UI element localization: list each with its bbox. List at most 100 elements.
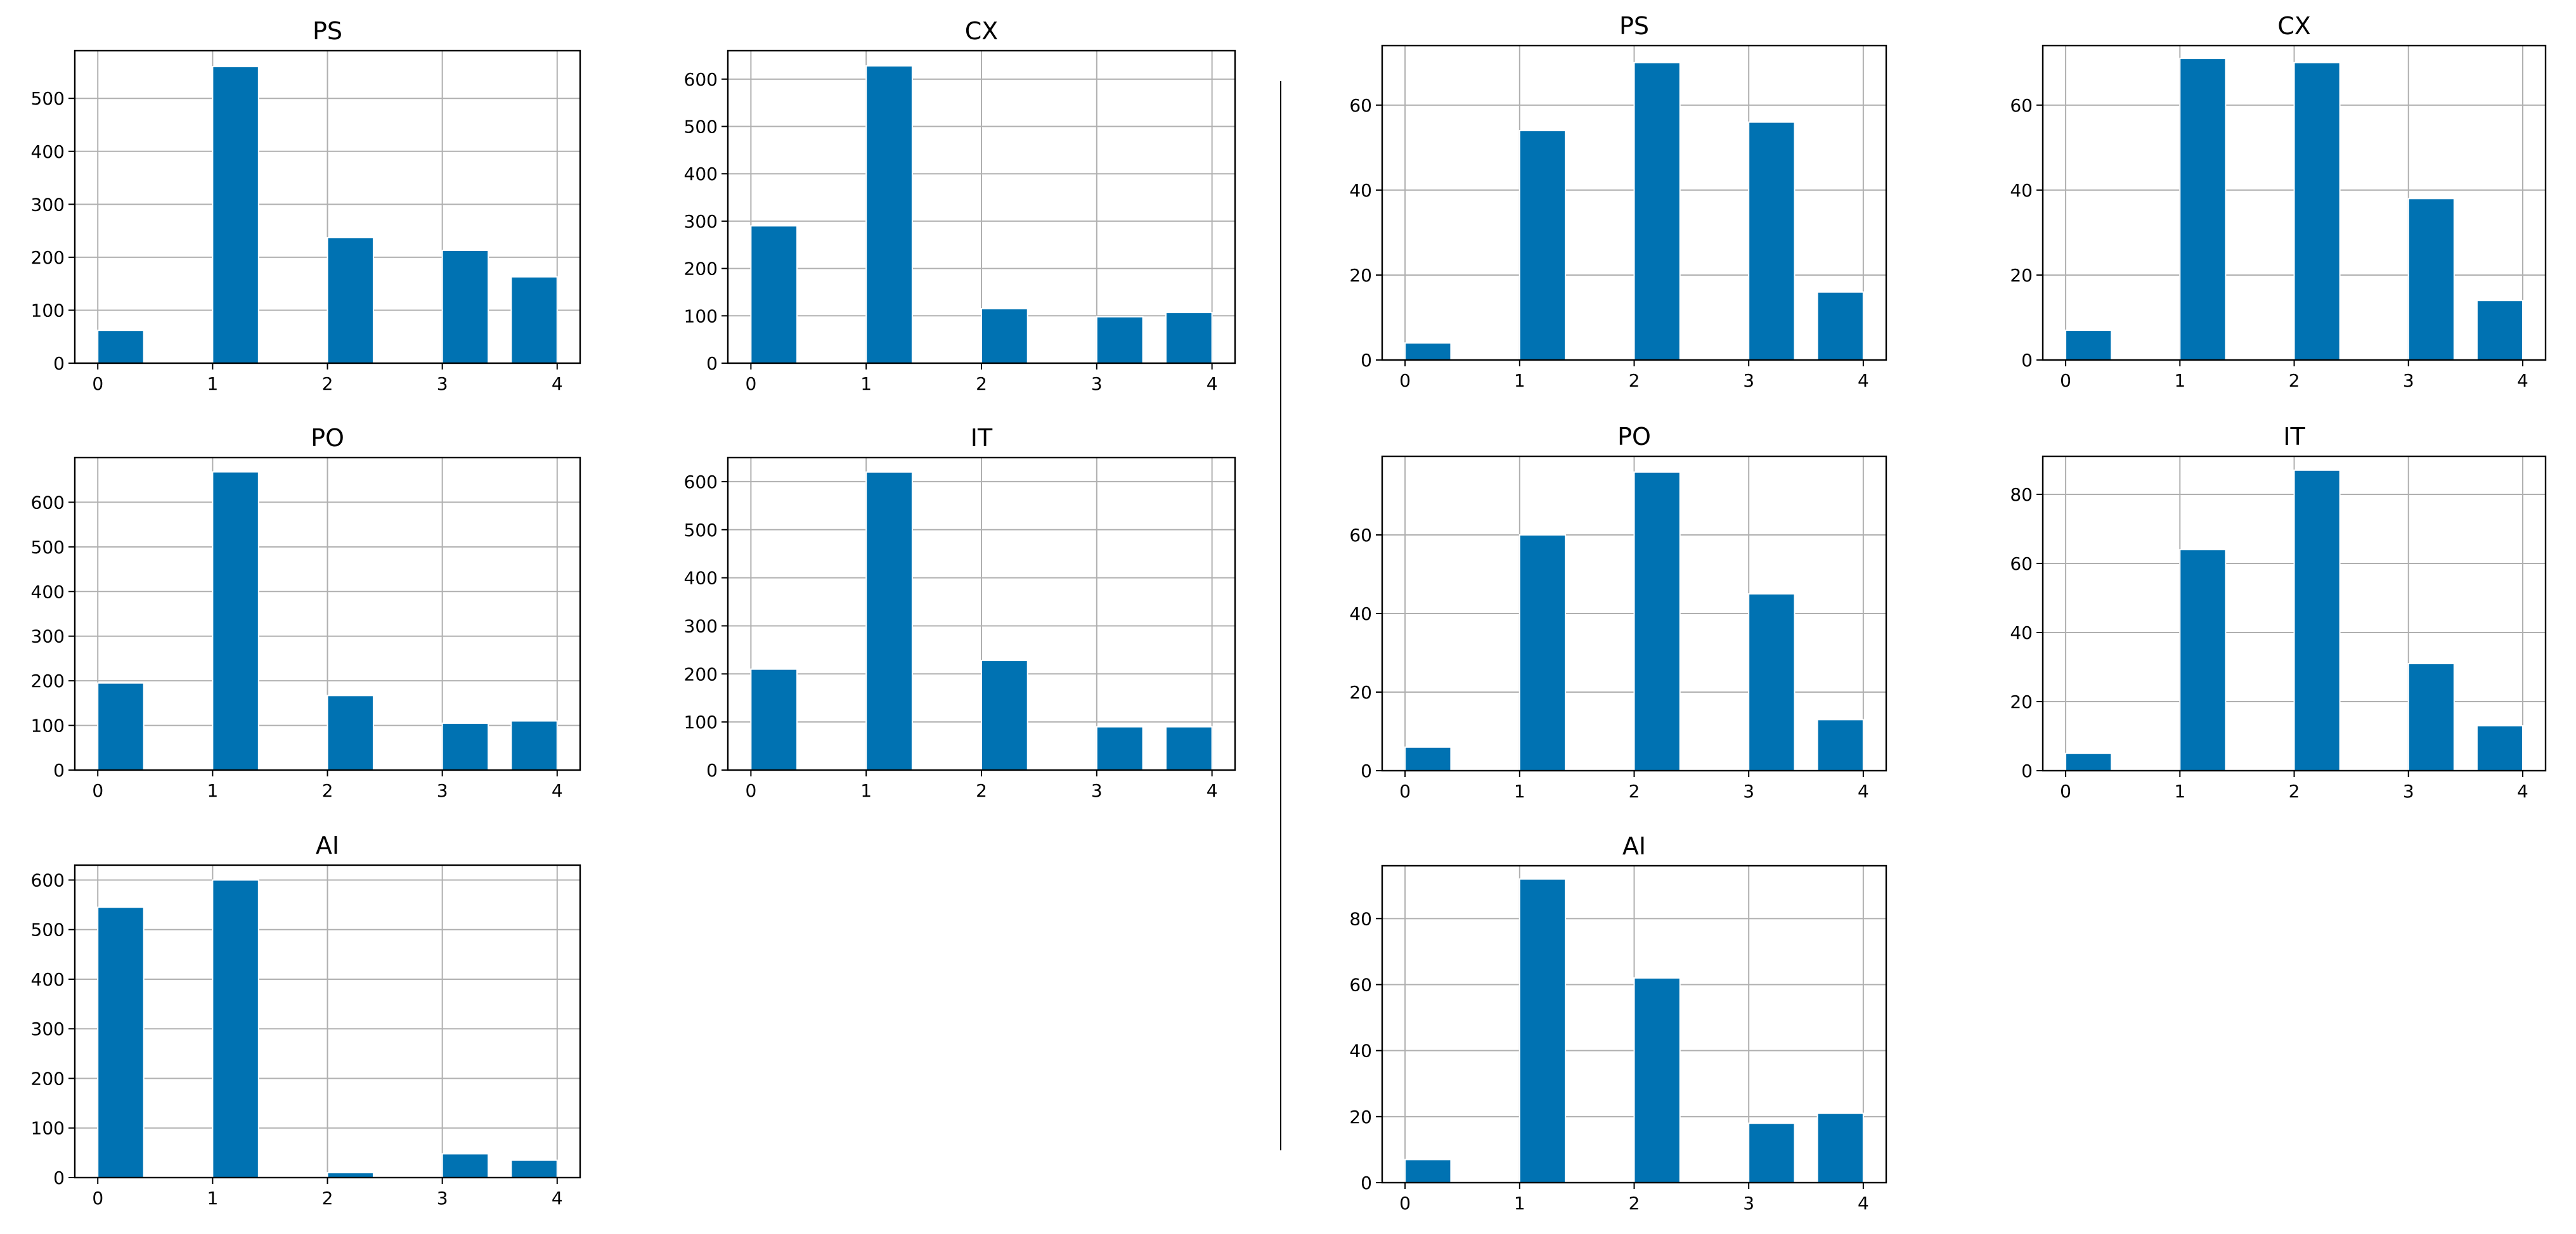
y-tick-label: 0 bbox=[706, 760, 718, 781]
subplot-title: CX bbox=[2277, 12, 2311, 40]
y-tick-label: 200 bbox=[31, 1068, 65, 1089]
bar-2 bbox=[2293, 61, 2341, 361]
y-tick-label: 100 bbox=[684, 712, 718, 733]
x-tick-label: 2 bbox=[976, 373, 987, 394]
y-tick-label: 600 bbox=[684, 472, 718, 492]
x-tick-label: 2 bbox=[322, 780, 333, 801]
x-tick-label: 1 bbox=[207, 1188, 218, 1209]
y-tick-label: 0 bbox=[53, 760, 65, 781]
y-tick-label: 60 bbox=[2010, 553, 2033, 574]
x-tick-label: 1 bbox=[1514, 781, 1525, 802]
y-tick-label: 600 bbox=[684, 69, 718, 90]
bar-2 bbox=[981, 660, 1028, 771]
y-tick-label: 20 bbox=[1349, 265, 1372, 286]
subplot-title: PS bbox=[313, 17, 342, 45]
x-tick-label: 2 bbox=[1629, 1193, 1640, 1214]
x-tick-label: 4 bbox=[2517, 781, 2528, 802]
x-tick-label: 1 bbox=[860, 373, 872, 394]
bar-4 bbox=[510, 1159, 558, 1178]
x-tick-label: 4 bbox=[2517, 370, 2528, 391]
subplot-left-it: 0 1 2 3 4 0 100 200 300 400 500 600 IT bbox=[684, 424, 1236, 801]
x-tick-label: 3 bbox=[1743, 1193, 1754, 1214]
bar-4 bbox=[1816, 291, 1864, 361]
x-tick-label: 4 bbox=[1858, 370, 1869, 391]
x-tick-label: 4 bbox=[1858, 1193, 1869, 1214]
y-tick-label: 40 bbox=[1349, 603, 1372, 624]
y-tick-label: 200 bbox=[31, 671, 65, 691]
x-tick-label: 1 bbox=[1514, 370, 1525, 391]
bar-4 bbox=[2476, 300, 2523, 361]
y-tick-label: 0 bbox=[706, 353, 718, 374]
y-tick-label: 400 bbox=[31, 969, 65, 990]
bar-2 bbox=[2293, 469, 2341, 771]
bar-0 bbox=[97, 330, 145, 364]
bar-1 bbox=[1518, 130, 1567, 361]
bar-4 bbox=[510, 720, 558, 771]
bar-2 bbox=[1633, 61, 1681, 361]
bar-0 bbox=[750, 225, 798, 364]
y-tick-label: 200 bbox=[684, 664, 718, 684]
bar-0 bbox=[750, 668, 798, 771]
bar-0 bbox=[1404, 1159, 1452, 1183]
bar-0 bbox=[2065, 330, 2113, 361]
subplot-title: IT bbox=[971, 424, 993, 452]
x-tick-label: 1 bbox=[207, 780, 218, 801]
x-tick-label: 0 bbox=[1399, 370, 1411, 391]
y-tick-label: 600 bbox=[31, 492, 65, 513]
y-tick-label: 100 bbox=[31, 1118, 65, 1139]
subplot-left-ai: 0 1 2 3 4 0 100 200 300 400 500 600 AI bbox=[31, 832, 581, 1209]
y-tick-label: 0 bbox=[1361, 1173, 1372, 1193]
bar-1 bbox=[212, 471, 259, 771]
x-tick-label: 3 bbox=[1091, 780, 1103, 801]
bar-4 bbox=[2476, 725, 2523, 771]
x-tick-label: 4 bbox=[552, 1188, 563, 1209]
x-tick-label: 3 bbox=[1743, 781, 1754, 802]
y-tick-label: 300 bbox=[31, 1019, 65, 1039]
y-tick-label: 60 bbox=[1349, 525, 1372, 546]
y-tick-label: 200 bbox=[684, 259, 718, 280]
bar-1 bbox=[1518, 534, 1567, 771]
bar-0 bbox=[1404, 342, 1452, 361]
x-tick-label: 1 bbox=[1514, 1193, 1525, 1214]
x-tick-label: 0 bbox=[2060, 370, 2071, 391]
x-tick-label: 0 bbox=[745, 373, 756, 394]
bar-1 bbox=[2179, 549, 2227, 772]
y-tick-label: 400 bbox=[31, 581, 65, 602]
bar-2 bbox=[1633, 471, 1681, 771]
bar-4 bbox=[510, 276, 558, 364]
x-tick-label: 4 bbox=[552, 780, 563, 801]
bar-0 bbox=[97, 906, 145, 1178]
x-tick-label: 0 bbox=[92, 373, 103, 394]
y-tick-label: 300 bbox=[31, 194, 65, 215]
y-tick-label: 200 bbox=[31, 247, 65, 268]
subplot-title: AI bbox=[1622, 832, 1646, 860]
bar-3 bbox=[441, 1153, 489, 1179]
y-tick-label: 600 bbox=[31, 870, 65, 890]
bar-0 bbox=[97, 682, 145, 771]
bar-3 bbox=[1096, 726, 1144, 771]
bar-3 bbox=[1096, 316, 1144, 364]
y-tick-label: 500 bbox=[684, 117, 718, 138]
y-tick-label: 20 bbox=[2010, 265, 2033, 286]
bar-1 bbox=[212, 66, 259, 364]
subplot-left-po: 0 1 2 3 4 0 100 200 300 400 500 600 PO bbox=[31, 424, 581, 801]
bar-1 bbox=[1518, 878, 1567, 1184]
bar-4 bbox=[1816, 1112, 1864, 1183]
bar-1 bbox=[212, 879, 259, 1178]
y-tick-label: 400 bbox=[684, 164, 718, 184]
bar-4 bbox=[1165, 312, 1213, 364]
bar-3 bbox=[1748, 121, 1796, 361]
bar-3 bbox=[2407, 198, 2455, 361]
bar-3 bbox=[441, 250, 489, 364]
bar-1 bbox=[865, 471, 913, 771]
y-tick-label: 100 bbox=[684, 305, 718, 326]
y-tick-label: 500 bbox=[31, 88, 65, 109]
y-tick-label: 20 bbox=[2010, 691, 2033, 712]
y-tick-label: 80 bbox=[2010, 484, 2033, 505]
x-tick-label: 2 bbox=[322, 1188, 333, 1209]
x-tick-label: 1 bbox=[207, 373, 218, 394]
y-tick-label: 60 bbox=[2010, 95, 2033, 116]
